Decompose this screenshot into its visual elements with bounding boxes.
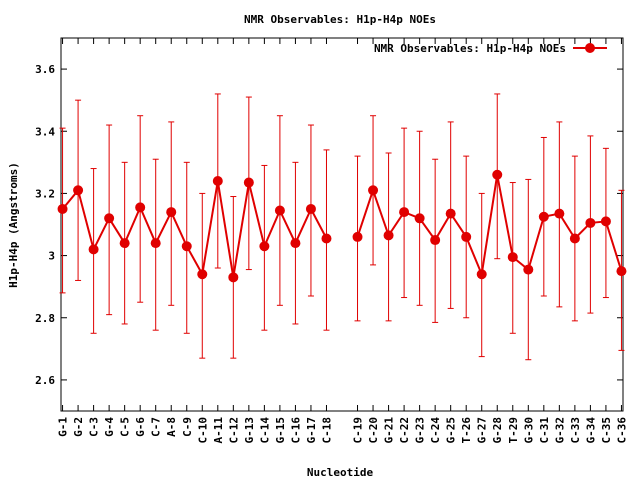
x-tick-label: A-8 bbox=[165, 417, 178, 437]
x-tick-label: C-7 bbox=[150, 417, 163, 437]
x-tick-label: C-22 bbox=[398, 417, 411, 444]
x-tick-label: A-11 bbox=[212, 417, 225, 444]
data-point bbox=[243, 177, 254, 188]
x-tick-label: T-29 bbox=[507, 417, 520, 444]
x-tick-label: C-24 bbox=[429, 417, 442, 444]
y-tick-label: 2.8 bbox=[35, 312, 55, 325]
x-tick-label: C-5 bbox=[119, 417, 132, 437]
y-axis-label: H1p-H4p (Angstroms) bbox=[7, 162, 20, 288]
x-tick-label: G-1 bbox=[57, 417, 70, 437]
x-tick-label: C-9 bbox=[181, 417, 194, 437]
x-tick-label: G-13 bbox=[243, 417, 256, 444]
data-point bbox=[538, 211, 549, 222]
series-line bbox=[356, 174, 623, 278]
data-point bbox=[352, 231, 363, 242]
x-tick-label: C-35 bbox=[600, 417, 613, 444]
x-tick-label: C-10 bbox=[196, 417, 209, 444]
data-point bbox=[305, 203, 316, 214]
x-tick-label: G-25 bbox=[445, 417, 458, 444]
x-tick-label: G-23 bbox=[414, 417, 427, 444]
data-point bbox=[430, 235, 441, 246]
y-tick-label: 3 bbox=[48, 250, 55, 263]
data-point bbox=[368, 185, 379, 196]
x-tick-label: C-33 bbox=[569, 417, 582, 444]
data-point bbox=[523, 264, 534, 275]
data-point bbox=[616, 266, 627, 277]
data-point bbox=[321, 233, 332, 244]
x-tick-label: C-16 bbox=[289, 417, 302, 444]
x-tick-label: G-17 bbox=[305, 417, 318, 444]
plot-area-frame bbox=[60, 37, 624, 412]
x-tick-label: G-15 bbox=[274, 417, 287, 444]
data-point bbox=[212, 175, 223, 186]
data-point bbox=[461, 231, 472, 242]
x-tick-label: C-19 bbox=[352, 417, 365, 444]
data-point bbox=[290, 238, 301, 249]
x-tick-label: C-36 bbox=[615, 417, 628, 444]
data-point bbox=[166, 207, 177, 218]
data-point bbox=[569, 233, 580, 244]
data-point bbox=[150, 238, 161, 249]
data-point bbox=[600, 216, 611, 227]
data-point bbox=[104, 213, 115, 224]
data-point bbox=[181, 241, 192, 252]
data-point bbox=[492, 169, 503, 180]
x-tick-label: G-30 bbox=[522, 417, 535, 444]
y-tick-label: 3.4 bbox=[35, 125, 55, 138]
x-tick-label: G-27 bbox=[476, 417, 489, 444]
data-point bbox=[73, 185, 84, 196]
y-tick-label: 3.2 bbox=[35, 187, 55, 200]
data-point bbox=[414, 213, 425, 224]
legend: NMR Observables: H1p-H4p NOEs bbox=[374, 42, 607, 55]
data-point bbox=[383, 230, 394, 241]
x-tick-label: C-20 bbox=[367, 417, 380, 444]
chart-title: NMR Observables: H1p-H4p NOEs bbox=[244, 13, 436, 26]
x-tick-label: G-6 bbox=[134, 417, 147, 437]
legend-marker bbox=[585, 43, 595, 53]
series-line bbox=[61, 180, 328, 278]
x-tick-label: C-18 bbox=[320, 417, 333, 444]
x-tick-label: G-34 bbox=[584, 417, 597, 444]
data-point bbox=[197, 269, 208, 280]
x-axis-label: Nucleotide bbox=[307, 466, 374, 479]
x-tick-label: G-21 bbox=[383, 417, 396, 444]
x-tick-label: G-4 bbox=[103, 417, 116, 437]
data-point bbox=[259, 241, 270, 252]
data-point bbox=[119, 238, 130, 249]
x-tick-label: C-31 bbox=[538, 417, 551, 444]
data-point bbox=[554, 208, 565, 219]
data-point bbox=[135, 202, 146, 213]
x-tick-label: G-28 bbox=[491, 417, 504, 444]
legend-entry-label: NMR Observables: H1p-H4p NOEs bbox=[374, 42, 566, 55]
data-point bbox=[274, 205, 285, 216]
x-tick-label: C-3 bbox=[88, 417, 101, 437]
x-tick-label: G-2 bbox=[72, 417, 85, 437]
data-point bbox=[507, 252, 518, 263]
x-tick-label: C-14 bbox=[258, 417, 271, 444]
data-point bbox=[585, 217, 596, 228]
y-tick-label: 2.6 bbox=[35, 374, 55, 387]
x-tick-label: C-12 bbox=[227, 417, 240, 444]
data-point bbox=[228, 272, 239, 283]
x-tick-label: G-32 bbox=[553, 417, 566, 444]
data-point bbox=[88, 244, 99, 255]
data-point bbox=[399, 207, 410, 218]
data-point bbox=[57, 203, 68, 214]
data-point bbox=[445, 208, 456, 219]
y-tick-label: 3.6 bbox=[35, 63, 55, 76]
data-point bbox=[476, 269, 487, 280]
x-tick-label: T-26 bbox=[460, 417, 473, 444]
